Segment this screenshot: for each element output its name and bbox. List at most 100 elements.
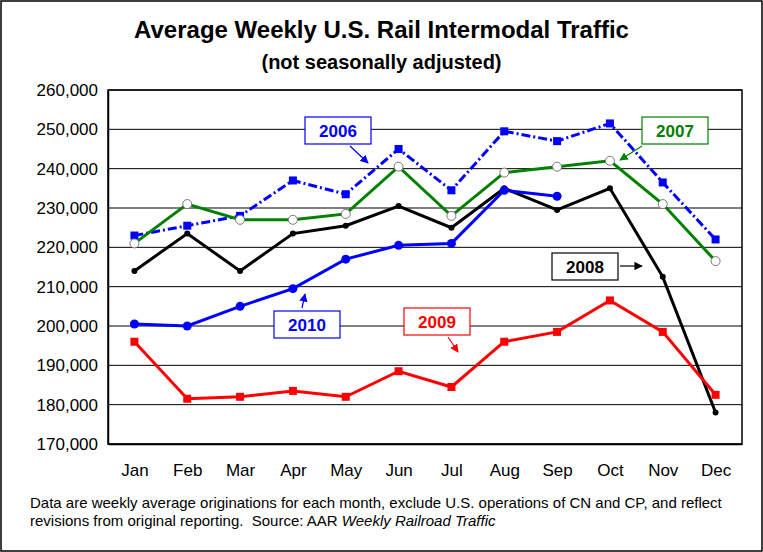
series-marker <box>447 383 455 391</box>
grid-line <box>108 404 742 405</box>
series-marker <box>130 320 139 329</box>
y-axis: 170,000 180,000 190,000 200,000 210,000 220,0… <box>37 81 109 454</box>
series-marker <box>130 232 138 240</box>
x-tick: Oct <box>597 444 624 480</box>
y-tick: 190,000 <box>37 356 108 375</box>
x-tick-label: May <box>330 461 363 480</box>
series <box>130 186 562 331</box>
series-label-text: 2008 <box>566 258 604 277</box>
series-marker <box>447 186 455 194</box>
y-tick-label: 220,000 <box>37 238 98 257</box>
series-marker <box>659 178 667 186</box>
footnote: Data are weekly average originations for… <box>30 494 742 530</box>
y-tick-label: 230,000 <box>37 199 98 218</box>
series-line <box>134 188 715 412</box>
title: Average Weekly U.S. Rail Intermodal Traf… <box>134 16 629 43</box>
x-tick-label: Sep <box>542 461 572 480</box>
grid-line <box>108 286 742 287</box>
x-tick: Apr <box>280 444 307 480</box>
series <box>131 185 718 415</box>
series-marker <box>289 387 297 395</box>
spacer <box>338 512 342 529</box>
spacer <box>243 512 251 529</box>
series-marker <box>342 190 350 198</box>
footnote-source: Source: AAR <box>252 512 338 529</box>
series-label-arrow <box>620 146 642 160</box>
series-label-arrow <box>350 146 368 163</box>
series-marker <box>236 302 245 311</box>
series-label-box <box>642 117 708 144</box>
x-tick-label: Jan <box>121 461 148 480</box>
series-marker <box>341 255 350 264</box>
x-tick: Feb <box>173 444 202 480</box>
series-marker <box>553 328 561 336</box>
y-tick-label: 170,000 <box>37 435 98 454</box>
series-marker <box>712 391 720 399</box>
x-tick-label: Jul <box>441 461 463 480</box>
y-tick-label: 240,000 <box>37 160 98 179</box>
series-marker <box>395 145 403 153</box>
series-marker <box>500 127 508 135</box>
x-tick-label: Feb <box>173 461 202 480</box>
series-marker <box>183 395 191 403</box>
series-line <box>134 190 557 326</box>
series-marker <box>606 296 614 304</box>
series-label-text: 2006 <box>319 122 357 141</box>
series-marker <box>448 225 454 231</box>
series-marker <box>183 222 191 230</box>
y-tick-label: 180,000 <box>37 396 98 415</box>
series-marker <box>658 200 667 209</box>
series-marker <box>342 393 350 401</box>
y-tick: 210,000 <box>37 278 108 297</box>
series-label-box <box>552 253 618 280</box>
series-label-arrow <box>620 265 642 266</box>
x-tick-label: Aug <box>490 461 520 480</box>
plot-area <box>108 90 742 444</box>
x-tick-label: Oct <box>597 461 624 480</box>
series-label: 2006 <box>305 117 371 163</box>
x-tick: Mar <box>226 444 256 480</box>
chart-svg: Average Weekly U.S. Rail Intermodal Traf… <box>0 0 763 552</box>
chart-border <box>1 1 762 551</box>
series-marker <box>290 231 296 237</box>
series-label-box <box>274 311 340 338</box>
x-tick: Jul <box>441 444 463 480</box>
series-marker <box>554 207 560 213</box>
series-marker <box>447 239 456 248</box>
series-label-arrow <box>302 294 305 308</box>
series-label-box <box>404 308 470 335</box>
x-tick-label: Jun <box>385 461 412 480</box>
series-marker <box>289 176 297 184</box>
series-label-box <box>305 117 371 144</box>
x-tick-label: Mar <box>226 461 256 480</box>
y-tick: 250,000 <box>37 120 108 139</box>
x-tick: Nov <box>648 444 679 480</box>
x-axis: Jan Feb Mar Apr May Jun Jul Aug Sep Oct Nov Dec <box>109 444 743 480</box>
x-tick: May <box>330 444 363 480</box>
series-labels: 2006 2007 2008 2009 2010 <box>274 117 708 352</box>
series-marker <box>607 185 613 191</box>
series-marker <box>184 231 190 237</box>
series-group <box>130 119 720 415</box>
series-marker <box>343 223 349 229</box>
series-line <box>134 300 715 398</box>
y-tick-label: 210,000 <box>37 278 98 297</box>
series-marker <box>500 186 509 195</box>
y-tick: 260,000 <box>37 81 108 100</box>
y-tick-label: 200,000 <box>37 317 98 336</box>
x-tick: Jan <box>121 444 148 480</box>
y-tick: 200,000 <box>37 317 108 336</box>
series-label: 2007 <box>620 117 708 160</box>
series-marker <box>394 241 403 250</box>
series-label: 2009 <box>404 308 470 352</box>
chart-wrapper: Average Weekly U.S. Rail Intermodal Traf… <box>0 0 763 552</box>
x-tick: Dec <box>701 444 732 480</box>
subtitle: (not seasonally adjusted) <box>261 51 501 73</box>
series-marker <box>237 268 243 274</box>
series-line <box>134 161 715 261</box>
series-marker <box>500 338 508 346</box>
y-tick: 240,000 <box>37 160 108 179</box>
y-tick-label: 260,000 <box>37 81 98 100</box>
series-label: 2010 <box>274 294 340 338</box>
series-marker <box>553 192 562 201</box>
